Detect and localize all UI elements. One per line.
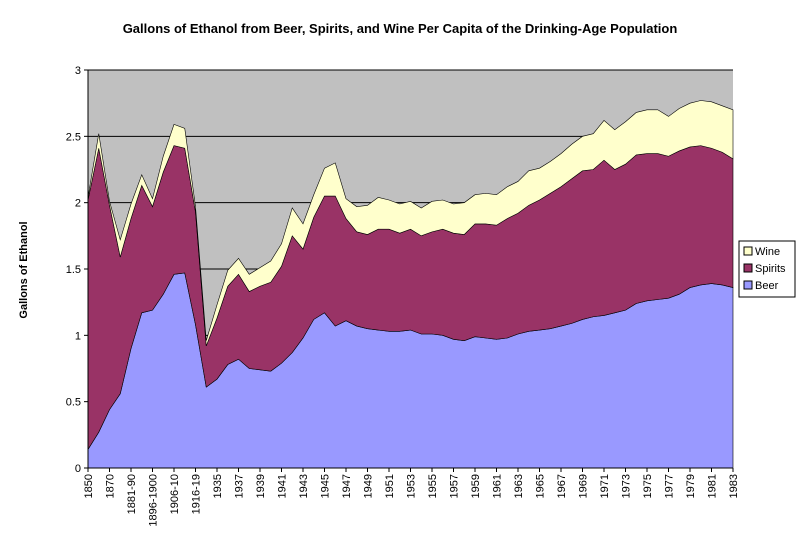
y-tick-label: 1 (75, 330, 81, 342)
x-tick-label: 1945 (320, 474, 332, 498)
x-tick-label: 1975 (642, 474, 654, 498)
x-tick-label: 1881-90 (126, 474, 138, 514)
x-tick-label: 1955 (427, 474, 439, 498)
x-tick-label: 1967 (556, 474, 568, 498)
x-tick-label: 1941 (277, 474, 289, 498)
plot-area (87, 69, 734, 469)
x-tick-label: 1939 (255, 474, 267, 498)
x-tick-label: 1937 (234, 474, 246, 498)
x-tick-label: 1977 (664, 474, 676, 498)
x-tick-label: 1963 (513, 474, 525, 498)
y-tick-label: 1.5 (66, 264, 81, 276)
chart-title: Gallons of Ethanol from Beer, Spirits, a… (123, 21, 678, 36)
x-tick-label: 1983 (728, 474, 740, 498)
x-tick-label: 1935 (212, 474, 224, 498)
y-tick-label: 3 (75, 65, 81, 77)
x-tick-label: 1979 (685, 474, 697, 498)
x-tick-label: 1953 (406, 474, 418, 498)
y-tick-label: 0.5 (66, 397, 81, 409)
x-tick-label: 1957 (449, 474, 461, 498)
legend: Wine Spirits Beer (738, 240, 796, 298)
y-tick-label: 0 (75, 463, 81, 475)
y-axis-label: Gallons of Ethanol (18, 221, 30, 318)
legend-label-spirits: Spirits (755, 263, 786, 275)
x-tick-label: 1951 (384, 474, 396, 498)
x-tick-label: 1906-10 (169, 474, 181, 514)
x-tick-label: 1949 (363, 474, 375, 498)
area-wine (87, 100, 734, 347)
x-tick-label: 1916-19 (191, 474, 203, 514)
y-axis-ticks: 0 0.5 1 1.5 2 2.5 3 (66, 65, 88, 475)
x-tick-label: 1850 (83, 474, 95, 498)
y-tick-label: 2 (75, 198, 81, 210)
x-tick-label: 1896-1900 (148, 474, 160, 527)
y-tick-label: 2.5 (66, 131, 81, 143)
x-tick-label: 1959 (470, 474, 482, 498)
legend-swatch-beer (743, 280, 753, 290)
x-tick-label: 1969 (578, 474, 590, 498)
x-tick-label: 1981 (707, 474, 719, 498)
x-tick-label: 1973 (621, 474, 633, 498)
x-axis-ticks: 1850 1870 1881-90 1896-1900 1906-10 1916-19 19… (83, 468, 740, 527)
x-tick-label: 1965 (535, 474, 547, 498)
x-tick-label: 1943 (298, 474, 310, 498)
x-tick-label: 1947 (341, 474, 353, 498)
x-tick-label: 1870 (105, 474, 117, 498)
legend-label-wine: Wine (755, 246, 780, 258)
x-tick-label: 1961 (492, 474, 504, 498)
legend-swatch-wine (743, 246, 753, 256)
legend-swatch-spirits (743, 263, 753, 273)
x-tick-label: 1971 (599, 474, 611, 498)
legend-label-beer: Beer (755, 280, 779, 292)
